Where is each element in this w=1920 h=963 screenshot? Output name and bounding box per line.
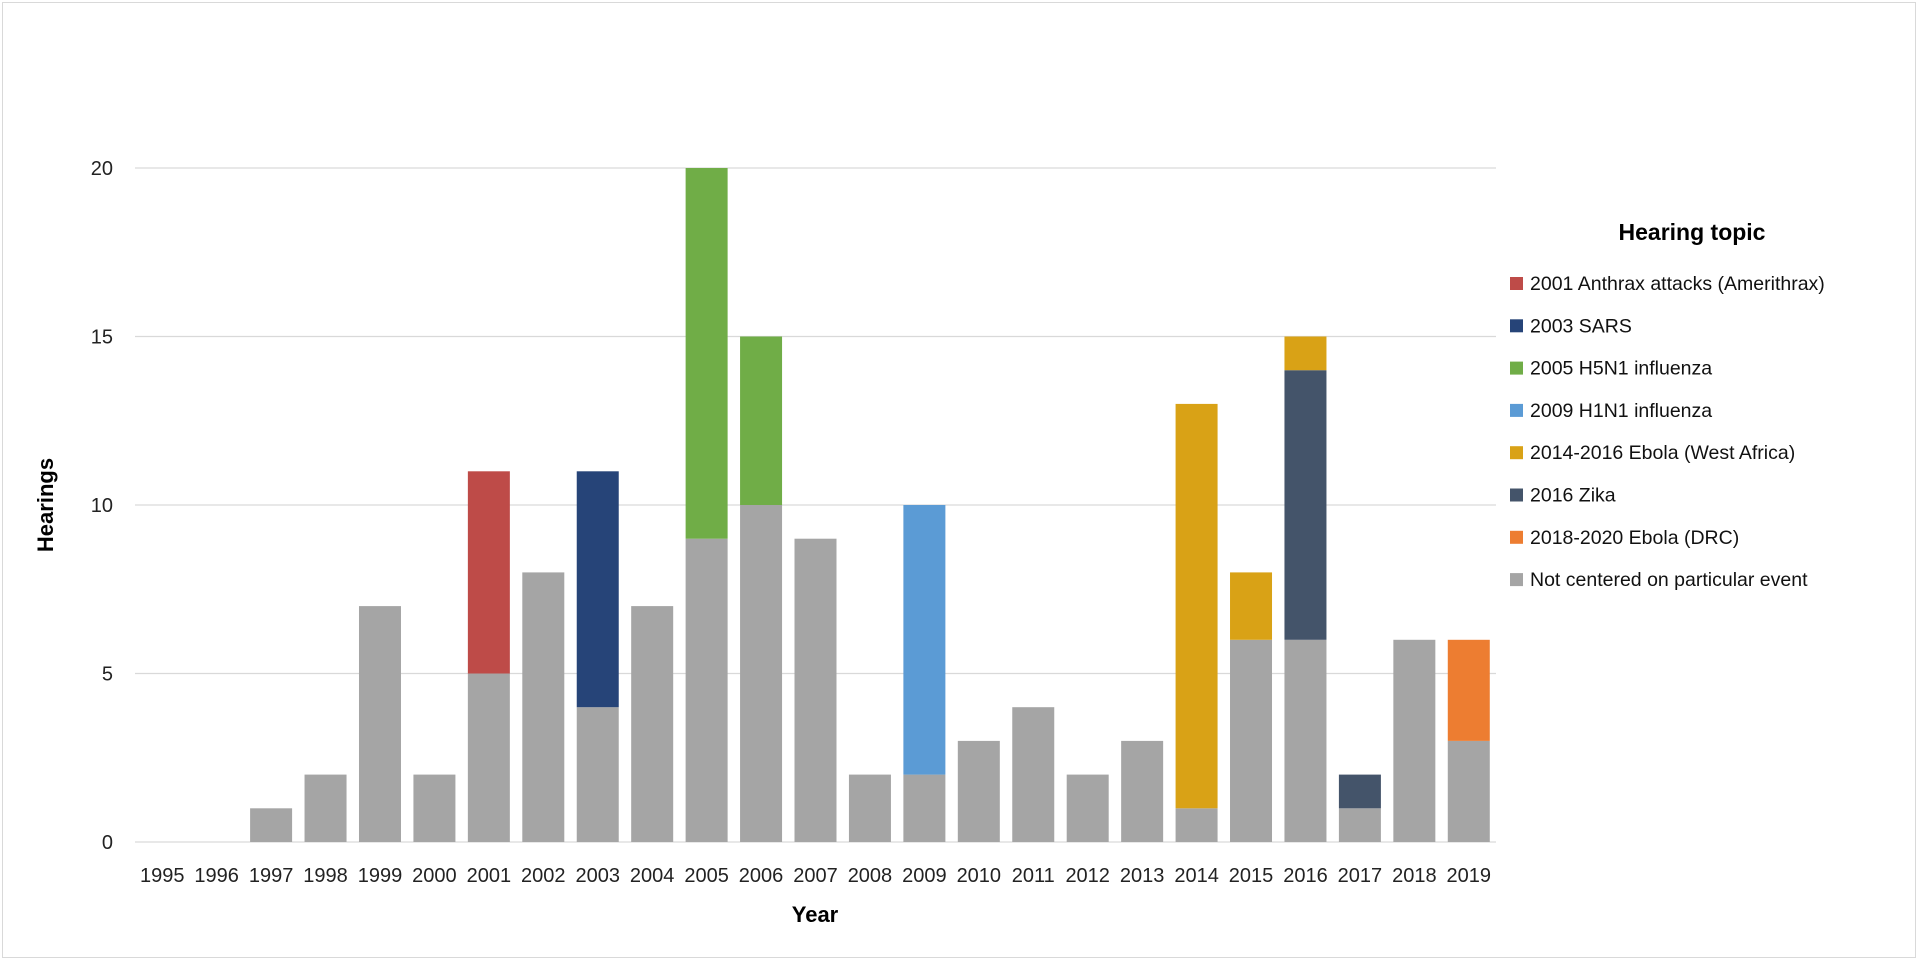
y-tick-label: 10 bbox=[91, 495, 113, 517]
bars bbox=[250, 168, 1490, 842]
legend-label: 2018-2020 Ebola (DRC) bbox=[1530, 527, 1739, 549]
bar-segment bbox=[1121, 740, 1164, 842]
bar-segment bbox=[740, 505, 783, 842]
legend-item: Not centered on particular event bbox=[1510, 569, 1808, 591]
x-tick-label: 2016 bbox=[1283, 865, 1328, 887]
legend-item: 2016 Zika bbox=[1510, 485, 1616, 507]
x-axis-title: Year bbox=[792, 902, 839, 927]
legend-title: Hearing topic bbox=[1619, 219, 1766, 245]
bar-segment bbox=[1284, 639, 1327, 842]
bar-segment bbox=[576, 471, 619, 708]
x-tick-label: 2003 bbox=[575, 865, 620, 887]
x-tick-label: 1998 bbox=[303, 865, 348, 887]
legend-item: 2018-2020 Ebola (DRC) bbox=[1510, 527, 1739, 549]
bar-segment bbox=[1230, 572, 1273, 640]
x-tick-label: 2015 bbox=[1229, 865, 1274, 887]
x-tick-label: 2009 bbox=[902, 865, 947, 887]
bar-segment bbox=[957, 740, 1000, 842]
x-tick-label: 2011 bbox=[1012, 865, 1055, 887]
bar-segment bbox=[1066, 774, 1109, 842]
x-tick-label: 2000 bbox=[412, 865, 457, 887]
legend-label: 2005 H5N1 influenza bbox=[1530, 358, 1712, 380]
bar-segment bbox=[1338, 808, 1381, 842]
legend-swatch bbox=[1510, 530, 1523, 544]
bar-segment bbox=[1284, 370, 1327, 640]
x-tick-label: 2018 bbox=[1392, 865, 1437, 887]
legend-item: 2009 H1N1 influenza bbox=[1510, 400, 1712, 422]
bar-segment bbox=[685, 538, 728, 842]
x-tick-label: 2013 bbox=[1120, 865, 1165, 887]
legend-label: 2009 H1N1 influenza bbox=[1530, 400, 1712, 422]
legend-swatch bbox=[1510, 277, 1523, 290]
bar-segment bbox=[467, 471, 510, 674]
x-tick-label: 2014 bbox=[1174, 865, 1219, 887]
x-tick-label: 1999 bbox=[358, 865, 403, 887]
bar-segment bbox=[1175, 403, 1218, 809]
legend-label: Not centered on particular event bbox=[1530, 569, 1808, 591]
x-tick-label: 1995 bbox=[140, 865, 185, 887]
bar-segment bbox=[1284, 336, 1327, 371]
bar-segment bbox=[1447, 639, 1490, 741]
bar-segment bbox=[1393, 639, 1436, 842]
y-axis-title: Hearings bbox=[33, 458, 58, 552]
y-tick-label: 5 bbox=[102, 664, 113, 686]
legend-swatch bbox=[1510, 361, 1523, 375]
bar-segment bbox=[1447, 740, 1490, 842]
bar-segment bbox=[1175, 808, 1218, 842]
bar-segment bbox=[467, 673, 510, 842]
x-tick-label: 1997 bbox=[249, 865, 294, 887]
x-tick-label: 2012 bbox=[1065, 865, 1110, 887]
y-tick-label: 20 bbox=[91, 158, 113, 180]
legend-label: 2003 SARS bbox=[1530, 315, 1632, 337]
legend-label: 2016 Zika bbox=[1530, 485, 1616, 507]
legend-swatch bbox=[1510, 573, 1523, 587]
bar-segment bbox=[358, 606, 401, 842]
bar-segment bbox=[903, 505, 946, 775]
x-tick-label: 2019 bbox=[1447, 865, 1492, 887]
x-tick-label: 2008 bbox=[848, 865, 893, 887]
bar-segment bbox=[794, 538, 837, 842]
bar-segment bbox=[413, 774, 456, 842]
bar-segment bbox=[685, 168, 728, 539]
x-tick-labels: 1995 1996 1997 1998 1999 2000 2001 2002 2003 2004… bbox=[140, 865, 1491, 887]
y-tick-label: 15 bbox=[91, 327, 113, 349]
x-tick-label: 2007 bbox=[793, 865, 838, 887]
legend-item: 2003 SARS bbox=[1510, 315, 1632, 337]
bar-segment bbox=[1012, 707, 1055, 842]
x-tick-label: 2004 bbox=[630, 865, 675, 887]
bar-segment bbox=[740, 336, 783, 505]
legend-swatch bbox=[1510, 488, 1523, 502]
bar-segment bbox=[903, 774, 946, 842]
y-tick-labels: 0 5 10 15 20 bbox=[91, 158, 113, 854]
legend: 2001 Anthrax attacks (Amerithrax) 2003 SA… bbox=[1510, 273, 1825, 591]
bar-segment bbox=[631, 606, 674, 842]
x-tick-label: 1996 bbox=[194, 865, 239, 887]
legend-swatch bbox=[1510, 319, 1523, 333]
bar-segment bbox=[1230, 639, 1273, 842]
legend-label: 2014-2016 Ebola (West Africa) bbox=[1530, 442, 1795, 464]
legend-swatch bbox=[1510, 446, 1523, 460]
x-tick-label: 2017 bbox=[1338, 865, 1383, 887]
x-tick-label: 2002 bbox=[521, 865, 566, 887]
bar-segment bbox=[1338, 774, 1381, 809]
legend-item: 2001 Anthrax attacks (Amerithrax) bbox=[1510, 273, 1825, 295]
y-tick-label: 0 bbox=[102, 832, 113, 854]
x-tick-label: 2005 bbox=[684, 865, 729, 887]
x-tick-label: 2006 bbox=[739, 865, 784, 887]
legend-item: 2005 H5N1 influenza bbox=[1510, 358, 1712, 380]
x-tick-label: 2010 bbox=[957, 865, 1002, 887]
legend-swatch bbox=[1510, 403, 1523, 417]
bar-segment bbox=[522, 572, 565, 842]
x-tick-label: 2001 bbox=[467, 865, 512, 887]
bar-segment bbox=[848, 774, 891, 842]
bar-segment bbox=[250, 808, 293, 842]
legend-label: 2001 Anthrax attacks (Amerithrax) bbox=[1530, 273, 1825, 295]
bar-segment bbox=[576, 707, 619, 842]
legend-item: 2014-2016 Ebola (West Africa) bbox=[1510, 442, 1795, 464]
bar-segment bbox=[304, 774, 347, 842]
